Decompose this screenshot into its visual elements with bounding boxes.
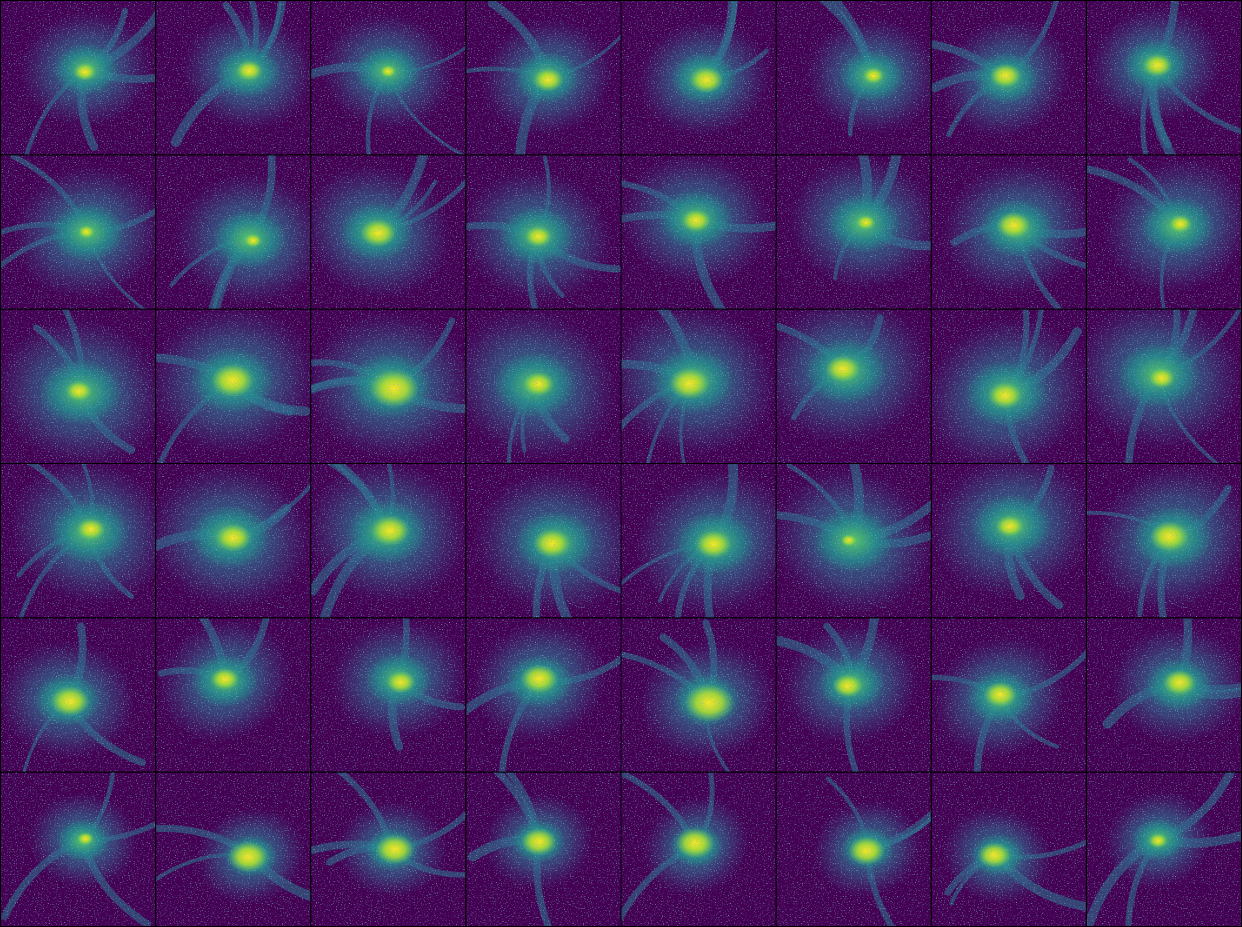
speckle (1086, 772, 1241, 926)
speckle (466, 772, 621, 926)
speckle (311, 618, 466, 772)
speckle (311, 772, 466, 926)
panel (776, 772, 931, 927)
speckle (776, 155, 931, 309)
speckle (1086, 309, 1241, 463)
panel (621, 1, 776, 155)
speckle (621, 309, 776, 463)
speckle (466, 464, 621, 618)
speckle (1, 618, 156, 772)
panel (311, 155, 466, 309)
panel (931, 155, 1086, 309)
speckle (156, 1, 311, 155)
panel (466, 772, 621, 927)
panel (311, 464, 466, 618)
panel (311, 772, 466, 926)
speckle (311, 309, 466, 463)
panel (1086, 309, 1241, 463)
panel (931, 772, 1086, 926)
speckle (1, 464, 156, 618)
panel (621, 772, 776, 926)
speckle (156, 155, 311, 309)
speckle (1, 309, 156, 463)
speckle (621, 155, 776, 309)
panel (466, 309, 621, 463)
panel (1086, 155, 1241, 309)
panel (1, 618, 156, 772)
panel (1, 1, 156, 155)
speckle (156, 309, 311, 463)
panel (621, 155, 776, 309)
speckle (1, 1, 156, 155)
speckle (776, 772, 931, 926)
panel (776, 155, 931, 309)
panel (621, 309, 776, 463)
panel (466, 155, 621, 309)
speckle (311, 1, 466, 155)
panel (931, 618, 1086, 772)
speckle (311, 155, 466, 309)
speckle (1, 772, 156, 926)
panel (156, 618, 311, 772)
panel (776, 618, 931, 772)
panel (466, 618, 621, 772)
panel (1, 464, 156, 618)
speckle (466, 1, 621, 155)
speckle (621, 1, 776, 155)
speckle (931, 309, 1086, 463)
panel (1, 772, 156, 927)
speckle (931, 1, 1086, 155)
speckle (621, 618, 776, 772)
speckle (1086, 618, 1241, 772)
speckle (931, 464, 1086, 618)
speckle (1086, 1, 1241, 155)
speckle (1, 155, 156, 309)
speckle (776, 309, 931, 463)
speckle (931, 155, 1086, 309)
speckle (776, 464, 931, 618)
speckle (621, 464, 776, 618)
speckle (931, 772, 1086, 926)
panel (776, 464, 931, 618)
speckle (776, 1, 931, 155)
speckle (931, 618, 1086, 772)
panel (931, 1, 1086, 155)
speckle (1086, 464, 1241, 618)
speckle (621, 772, 776, 926)
speckle (311, 464, 466, 618)
speckle (1086, 155, 1241, 309)
panel (776, 1, 931, 155)
panel (621, 618, 776, 772)
panel (156, 772, 311, 926)
speckle (466, 309, 621, 463)
panel (1086, 772, 1241, 927)
speckle (156, 464, 311, 618)
panel (1086, 618, 1241, 772)
panel (311, 1, 466, 155)
panel (1, 309, 156, 463)
panel (931, 309, 1086, 463)
panel (931, 464, 1086, 618)
panel (776, 309, 931, 463)
panel (466, 1, 621, 155)
panel (156, 1, 311, 155)
speckle (466, 155, 621, 309)
panel (1086, 464, 1241, 618)
panel (311, 618, 466, 772)
panel (621, 464, 776, 618)
panel (1, 155, 156, 309)
panel (156, 155, 311, 309)
speckle (156, 772, 311, 926)
panel (466, 464, 621, 618)
panel (1086, 1, 1241, 155)
panel (311, 309, 466, 463)
speckle (466, 618, 621, 772)
panel (156, 309, 311, 463)
speckle (776, 618, 931, 772)
speckle (156, 618, 311, 772)
panel (156, 464, 311, 618)
